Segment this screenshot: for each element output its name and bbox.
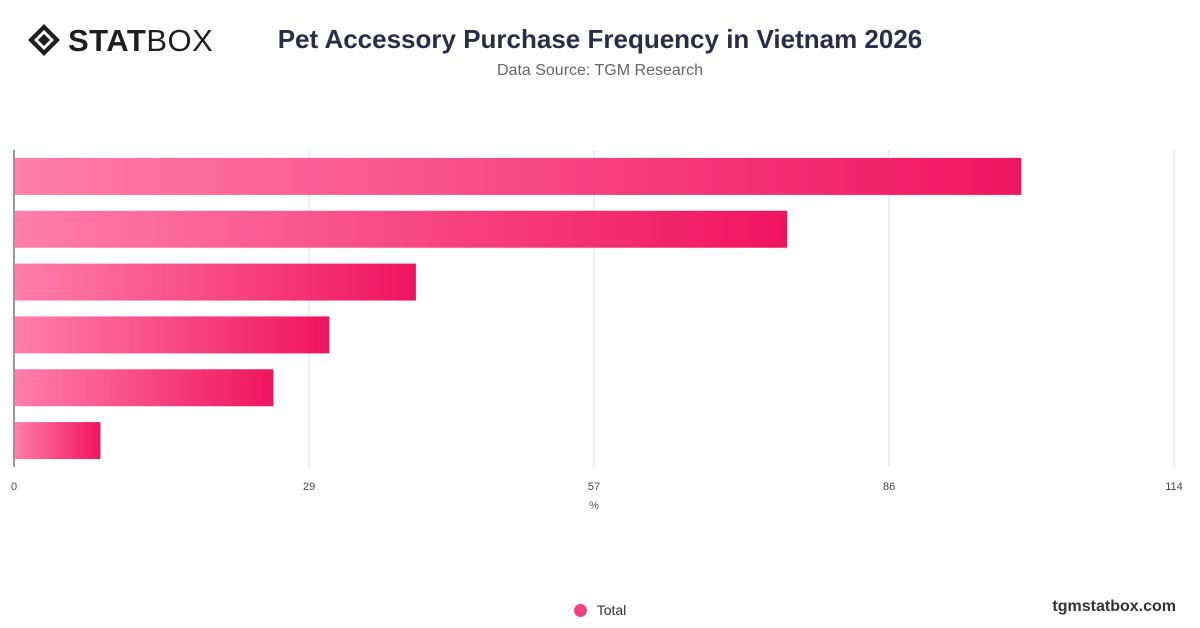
legend-label-total: Total (596, 602, 627, 618)
bar-total-2[interactable] (15, 210, 788, 248)
x-tick-label: 86 (883, 481, 895, 493)
x-tick-label: 0 (11, 481, 17, 493)
logo-text-bold: STAT (68, 22, 147, 58)
legend: Total (0, 602, 1200, 618)
bar-total-3[interactable] (15, 263, 416, 301)
x-tick-label: 57 (588, 481, 600, 493)
bar-total-1[interactable] (15, 157, 1022, 195)
statbox-logo: STATBOX (26, 22, 213, 58)
logo-text: STATBOX (68, 25, 213, 56)
statbox-diamond-icon (28, 24, 60, 56)
x-tick-label: 29 (303, 481, 315, 493)
legend-marker (573, 603, 587, 617)
bar-total-4[interactable] (15, 316, 330, 354)
brand-watermark: tgmstatbox.com (1052, 598, 1176, 615)
bar-total-5[interactable] (15, 369, 274, 407)
logo-text-light: BOX (146, 22, 214, 58)
x-axis-title: % (589, 500, 599, 512)
chart-title: Pet Accessory Purchase Frequency in Viet… (277, 24, 923, 54)
x-tick-label: 114 (1165, 481, 1183, 493)
bar-total-6[interactable] (15, 422, 101, 460)
chart-subtitle: Data Source: TGM Research (496, 62, 703, 79)
